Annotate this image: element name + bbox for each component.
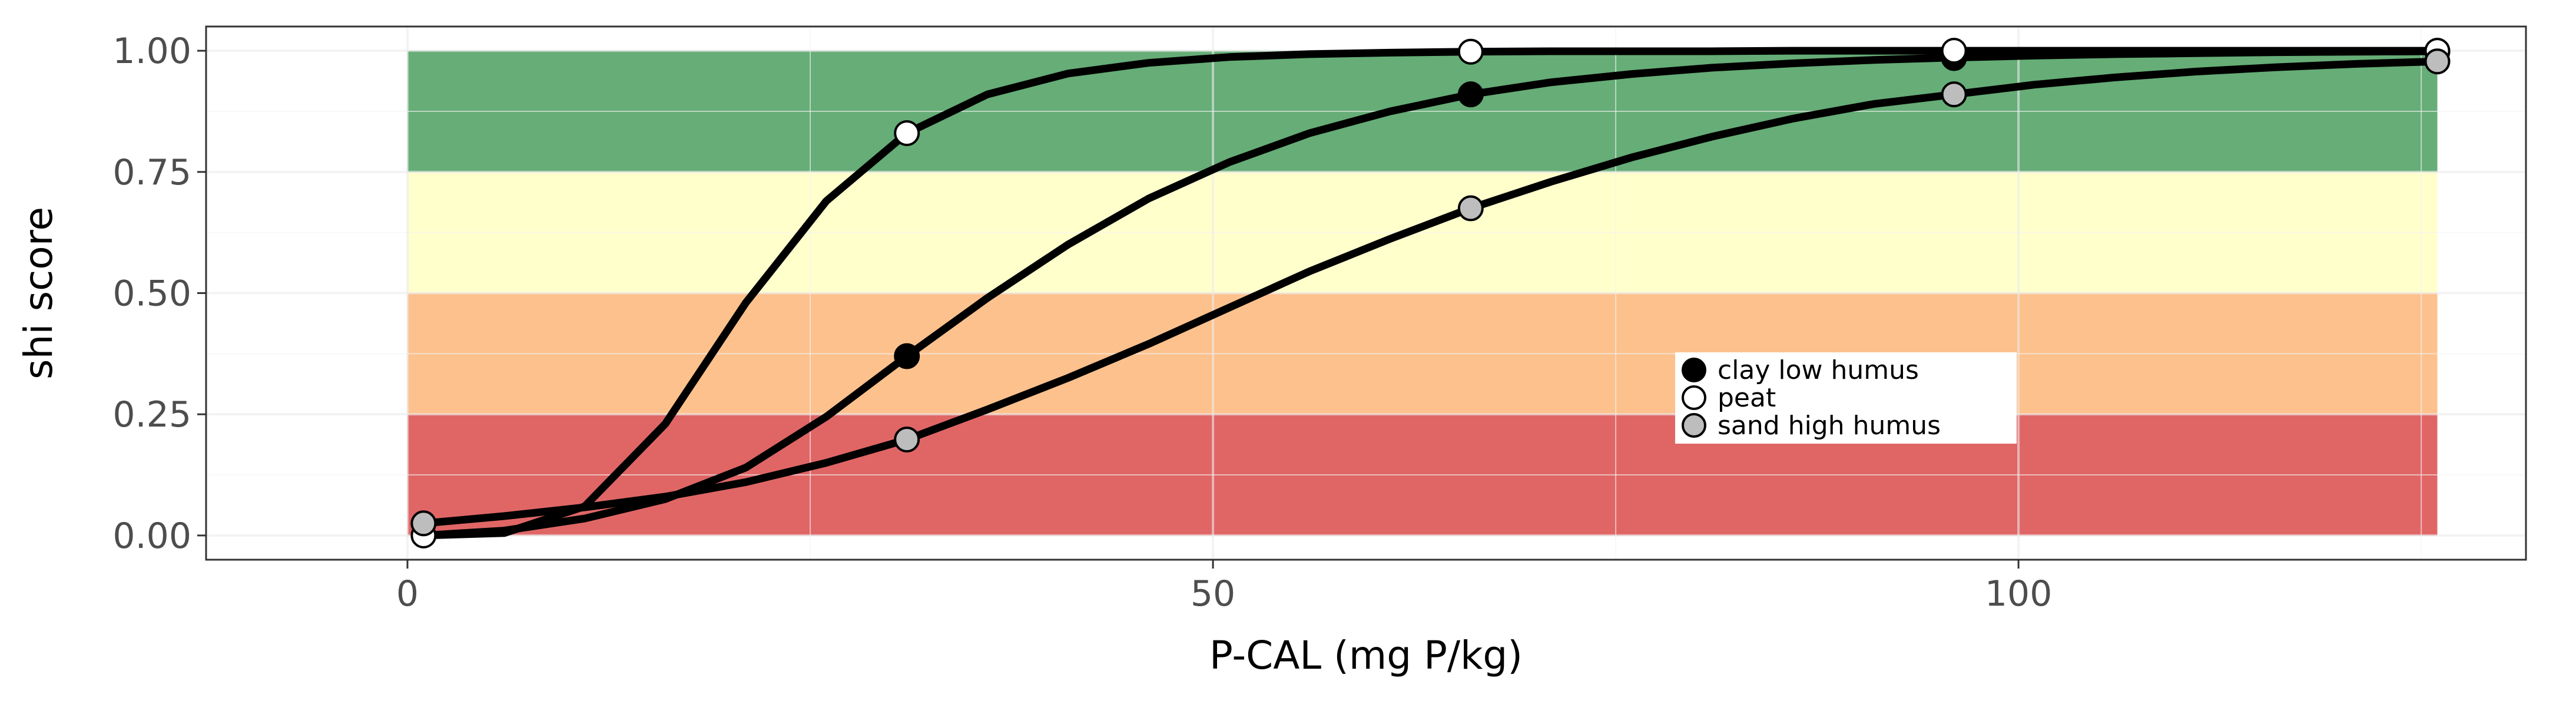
y-tick-label: 1.00 — [112, 31, 191, 72]
data-point-2 — [410, 510, 437, 537]
y-tick-label: 0.50 — [112, 273, 191, 315]
data-point-2 — [1941, 81, 1967, 108]
legend-marker-0 — [1682, 358, 1706, 382]
legend-label-2: sand high humus — [1718, 411, 1941, 441]
data-point-0 — [1457, 81, 1484, 108]
data-point-1 — [894, 120, 920, 146]
x-tick-label: 100 — [1985, 573, 2053, 615]
x-axis-title: P-CAL (mg P/kg) — [1209, 633, 1523, 678]
data-point-2 — [894, 426, 920, 452]
axis-ticks: 0 50 100 0.00 0.25 0.50 0.75 1.00 — [112, 31, 2052, 615]
data-point-1 — [1941, 38, 1967, 64]
y-tick-label: 0.75 — [112, 152, 191, 193]
data-point-2 — [1457, 195, 1484, 222]
data-point-1 — [1457, 38, 1484, 65]
series-lines — [419, 47, 2441, 540]
legend-box — [1675, 352, 2017, 444]
x-tick-label: 0 — [396, 573, 419, 615]
y-tick-label: 0.00 — [112, 516, 191, 557]
legend-label-0: clay low humus — [1718, 355, 1919, 385]
series-line-1 — [419, 47, 2441, 540]
data-point-2 — [2424, 48, 2451, 75]
y-axis-title: shi score — [16, 207, 61, 379]
data-point-0 — [894, 343, 920, 369]
x-tick-label: 50 — [1191, 573, 1235, 615]
y-tick-label: 0.25 — [112, 394, 191, 435]
series-line-2 — [419, 57, 2441, 527]
series-points — [410, 38, 2451, 549]
legend-marker-1 — [1682, 385, 1706, 410]
legend-label-1: peat — [1718, 383, 1776, 413]
legend-marker-2 — [1682, 413, 1706, 438]
